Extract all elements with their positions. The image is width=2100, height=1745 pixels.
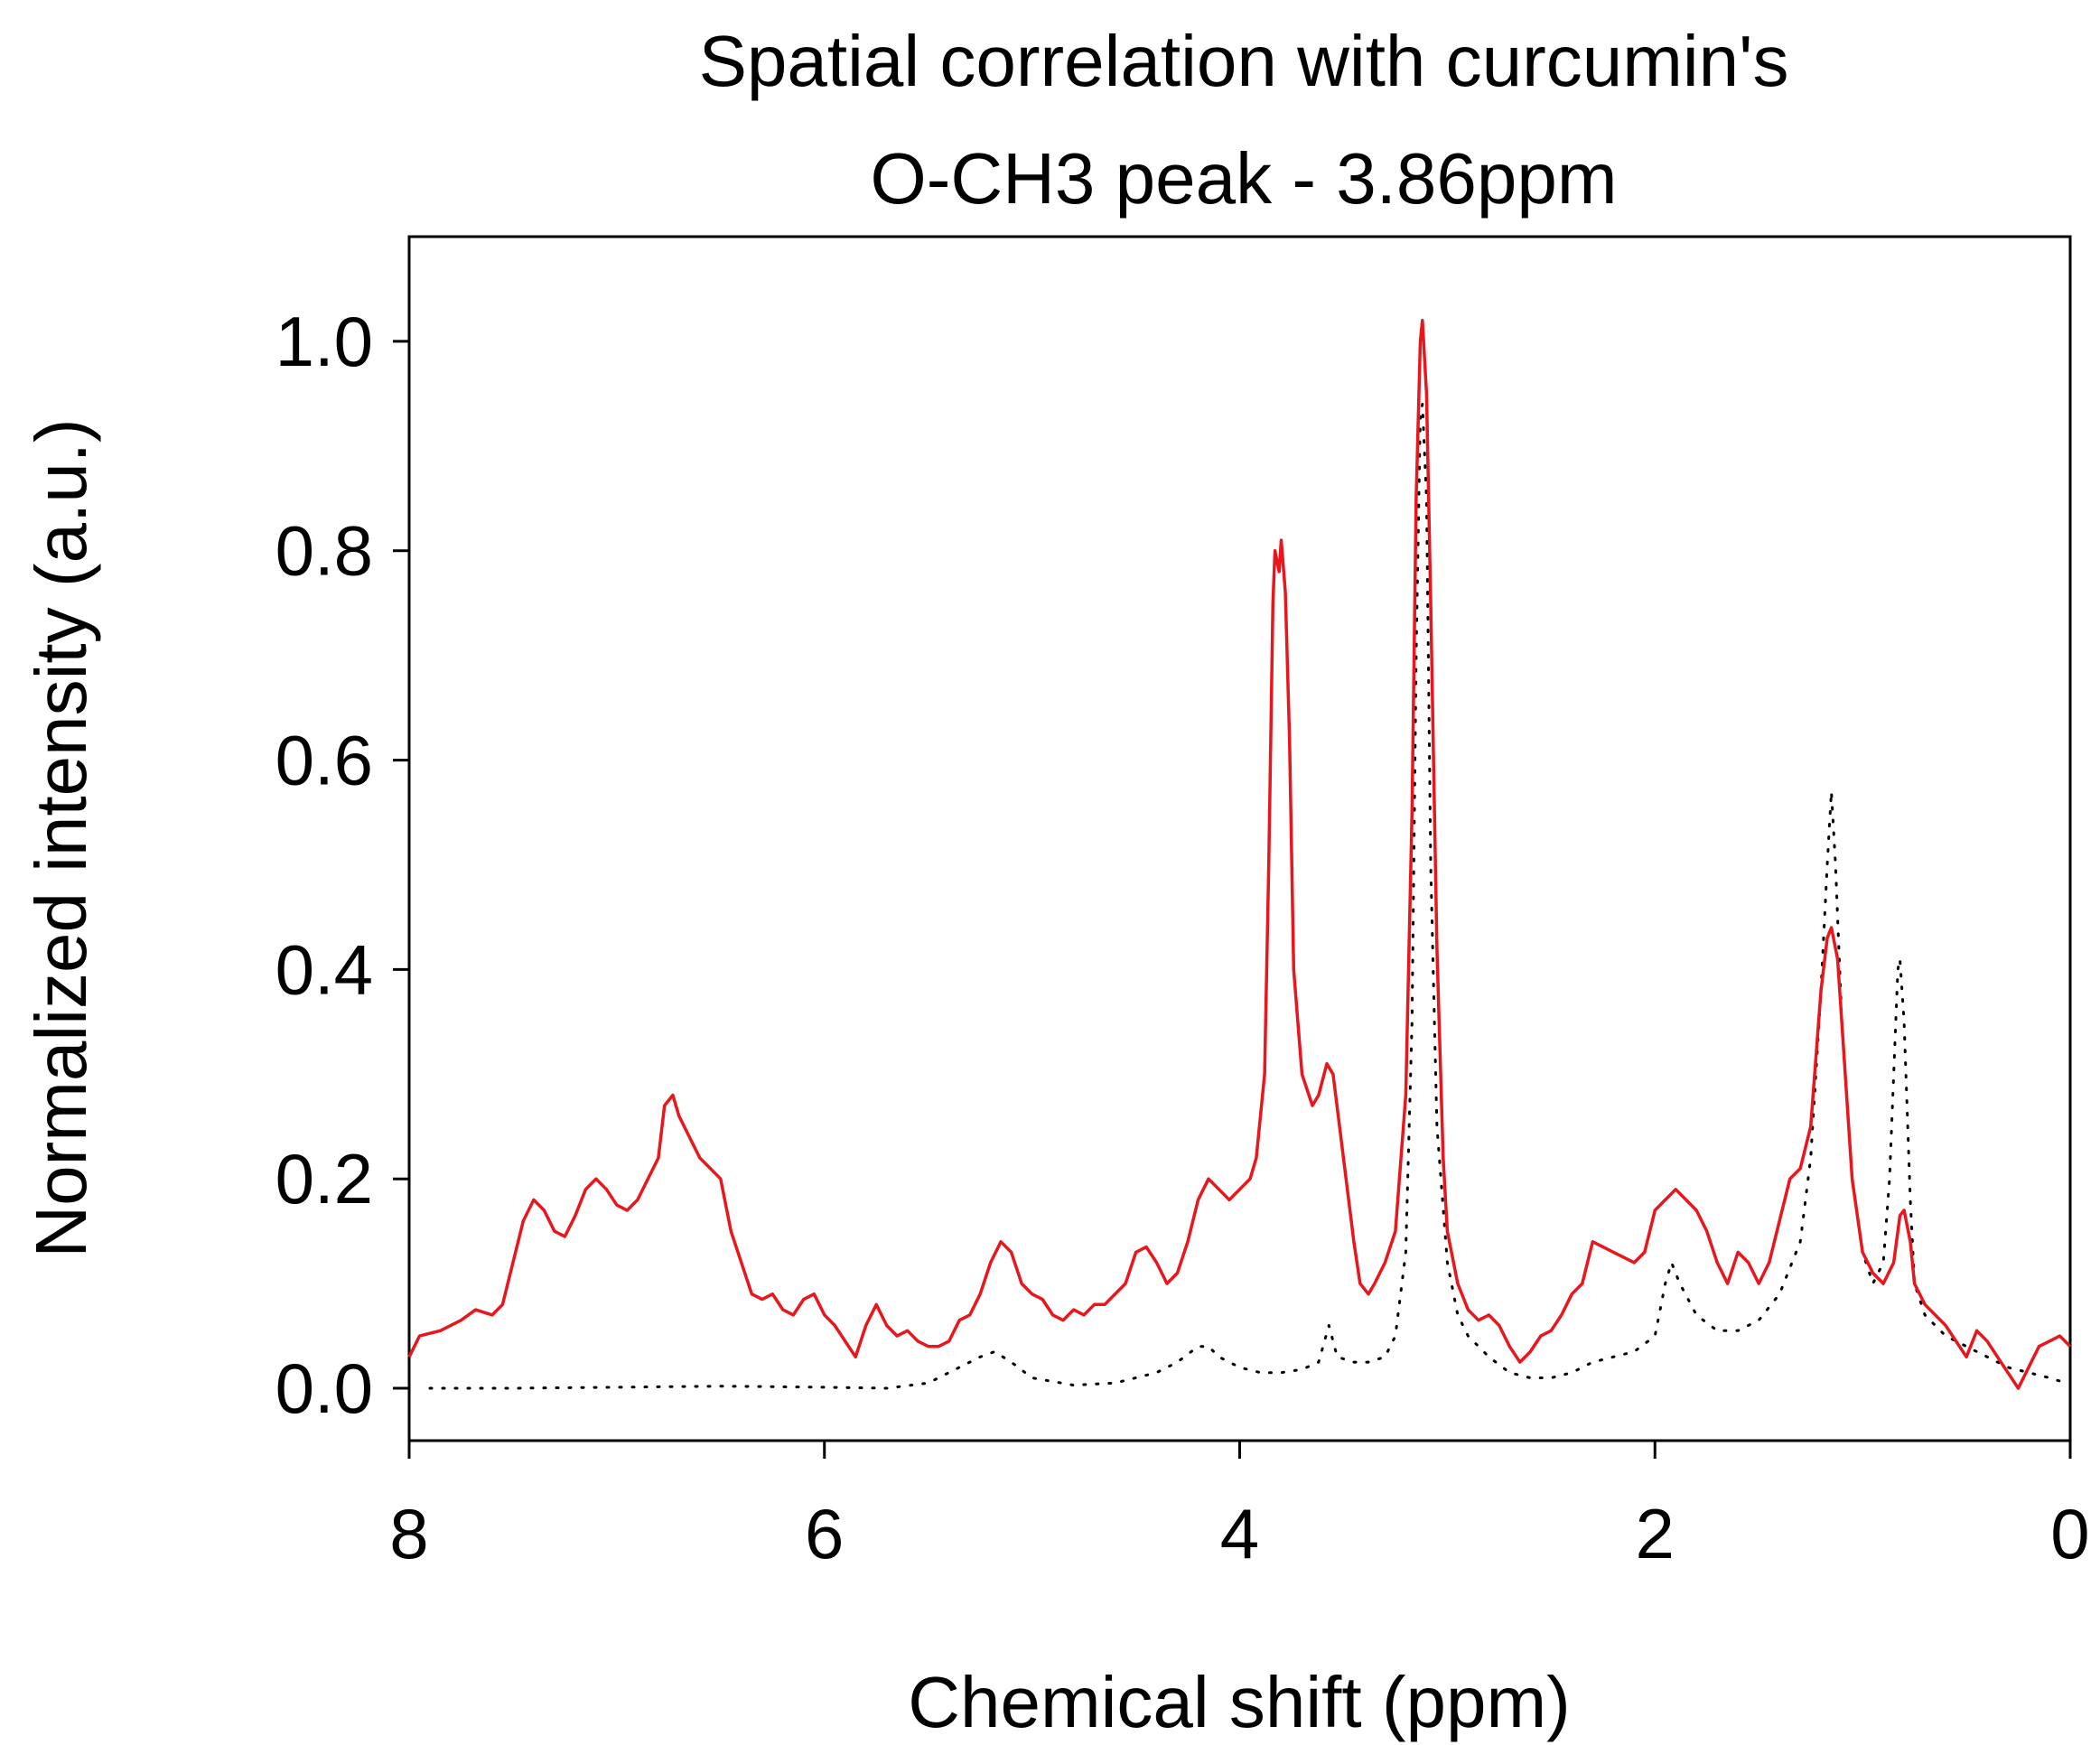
- x-tick-label: 4: [1220, 1494, 1259, 1573]
- x-tick-label: 6: [805, 1494, 844, 1573]
- chart-title-line-2: O-CH3 peak - 3.86ppm: [870, 138, 1617, 219]
- y-axis-label: Normalized intensity (a.u.): [21, 418, 101, 1257]
- y-tick-label: 1.0: [275, 302, 373, 381]
- x-tick-label: 2: [1636, 1494, 1675, 1573]
- chart-title-line-1: Spatial correlation with curcumin's: [699, 21, 1789, 101]
- x-axis-label: Chemical shift (ppm): [908, 1662, 1571, 1742]
- plot-series: [407, 318, 2072, 1390]
- y-tick-label: 0.2: [275, 1139, 373, 1218]
- x-tick-label: 0: [2050, 1494, 2089, 1573]
- y-tick-label: 0.8: [275, 511, 373, 591]
- chart-title: Spatial correlation with curcumin's O-CH…: [699, 21, 1789, 219]
- y-tick-label: 0.4: [275, 929, 373, 1009]
- x-axis-ticks: 8 6 4 2 0: [389, 1441, 2090, 1573]
- y-axis-ticks: 0.0 0.2 0.4 0.6 0.8 1.0: [275, 302, 409, 1428]
- series-line-reference-spectrum: [428, 403, 2067, 1390]
- plot-frame: [407, 235, 2072, 1442]
- series-line-spatial-correlation: [407, 318, 2072, 1390]
- y-tick-label: 0.0: [275, 1348, 373, 1428]
- y-tick-label: 0.6: [275, 721, 373, 800]
- x-tick-label: 8: [389, 1494, 428, 1573]
